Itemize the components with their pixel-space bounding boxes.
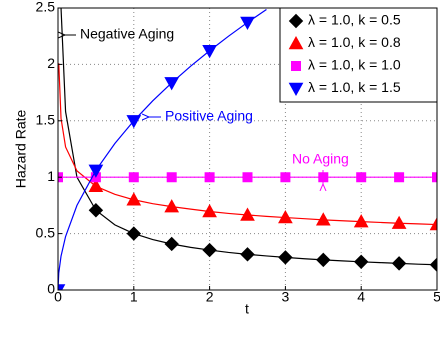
marker xyxy=(166,172,177,183)
marker xyxy=(88,164,104,178)
marker xyxy=(429,217,437,231)
x-tick-label: 5 xyxy=(433,289,440,305)
legend-box xyxy=(279,7,438,103)
marker xyxy=(88,178,104,193)
marker xyxy=(126,192,142,206)
marker xyxy=(164,236,179,252)
marker xyxy=(240,207,255,221)
legend-marker xyxy=(288,82,304,97)
marker xyxy=(126,226,142,241)
marker xyxy=(278,210,293,224)
marker xyxy=(356,172,367,183)
marker xyxy=(242,172,253,183)
marker xyxy=(353,214,369,228)
legend-label: λ = 1.0, k = 1.0 xyxy=(308,57,401,73)
marker xyxy=(128,172,139,183)
marker xyxy=(202,242,217,258)
marker xyxy=(88,203,104,218)
legend-marker xyxy=(288,13,304,29)
marker xyxy=(315,212,331,226)
marker xyxy=(240,16,255,30)
annotation: No Aging xyxy=(292,151,349,167)
y-tick-label: 1.5 xyxy=(36,112,56,128)
x-tick-label: 4 xyxy=(357,289,365,305)
series-line xyxy=(60,8,437,266)
marker xyxy=(391,256,407,271)
marker xyxy=(204,172,215,183)
marker xyxy=(164,199,180,213)
marker xyxy=(429,257,437,272)
x-tick-label: 0 xyxy=(54,289,62,305)
legend-label: λ = 1.0, k = 0.5 xyxy=(308,12,401,28)
marker xyxy=(394,172,405,183)
marker xyxy=(240,247,255,262)
x-tick-label: 1 xyxy=(130,289,138,305)
y-tick-label: 0 xyxy=(47,281,55,297)
x-axis-label: t xyxy=(245,301,249,317)
y-tick-label: 2.5 xyxy=(36,0,56,15)
x-tick-label: 3 xyxy=(282,289,290,305)
annotation: Positive Aging xyxy=(165,108,253,124)
ticks: 0 1 2 3 4 5 0 0.5 1 1.5 2 2.5 xyxy=(36,0,440,305)
axes-frame xyxy=(57,7,438,291)
x-tick-label: 2 xyxy=(206,289,214,305)
y-tick-label: 2 xyxy=(47,55,55,71)
marker xyxy=(280,172,291,183)
legend-label: λ = 1.0, k = 1.5 xyxy=(308,79,401,95)
annotation: Negative Aging xyxy=(80,26,174,42)
legend-marker xyxy=(291,61,301,71)
marker xyxy=(58,284,66,290)
legend-marker xyxy=(288,35,304,50)
marker xyxy=(316,252,331,268)
marker xyxy=(391,215,407,229)
marker xyxy=(202,203,217,218)
marker xyxy=(126,115,142,129)
y-tick-label: 1 xyxy=(47,168,55,184)
legend: λ = 1.0, k = 0.5 λ = 1.0, k = 0.8 λ = 1.0,… xyxy=(279,7,438,103)
marker xyxy=(353,254,369,270)
marker xyxy=(202,45,217,59)
legend-label: λ = 1.0, k = 0.8 xyxy=(308,34,401,50)
marker xyxy=(278,250,293,265)
y-tick-label: 0.5 xyxy=(36,224,56,240)
marker xyxy=(432,172,437,183)
marker xyxy=(164,77,180,91)
plot-area xyxy=(58,8,437,290)
y-axis-label: Hazard Rate xyxy=(13,109,29,188)
